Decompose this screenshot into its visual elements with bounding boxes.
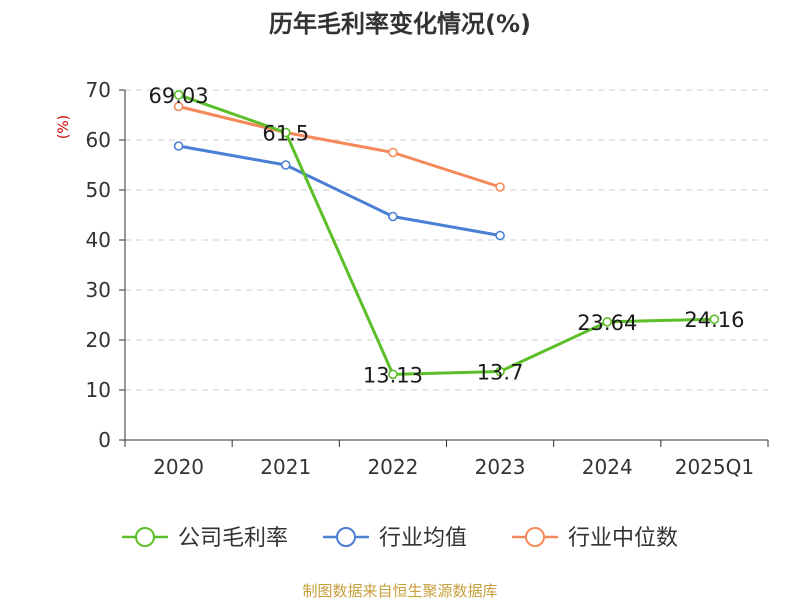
chart-title: 历年毛利率变化情况(%)	[269, 10, 531, 38]
data-label: 24.16	[684, 308, 744, 332]
legend-marker	[336, 527, 356, 547]
y-tick-label: 50	[86, 178, 111, 202]
series-line-1	[177, 144, 502, 237]
y-axis-label: (%)	[56, 115, 72, 139]
data-point	[173, 90, 184, 100]
data-point	[495, 182, 505, 192]
y-tick-label: 60	[86, 128, 111, 152]
data-point	[388, 211, 398, 222]
data-label: 23.64	[577, 311, 637, 335]
legend-marker	[525, 527, 545, 547]
series-line-0	[177, 93, 716, 376]
data-point	[388, 147, 398, 158]
y-tick-label: 70	[86, 78, 111, 102]
data-label: 13.13	[363, 363, 423, 387]
plot-area	[173, 90, 720, 380]
data-point	[709, 314, 720, 325]
data-point	[173, 101, 184, 112]
x-tick-label: 2021	[260, 455, 311, 479]
data-point	[280, 127, 291, 138]
y-tick-label: 40	[86, 228, 111, 252]
x-tick-label: 2020	[153, 455, 204, 479]
data-labels: 69.03 61.5 13.13 13.7 23.64 24.16	[149, 84, 745, 388]
x-tick-label: 2022	[367, 455, 418, 479]
legend-item-label: 公司毛利率	[178, 526, 288, 551]
y-tick-label: 10	[86, 378, 111, 402]
axes: 0 10 20 30 40 50 60 70 2020 2021 2022 2023 2024 2025Q…	[86, 78, 769, 479]
data-point	[602, 316, 613, 327]
data-label: 61.5	[262, 122, 309, 146]
source-note: 制图数据来自恒生聚源数据库	[302, 582, 497, 600]
x-tick-label: 2024	[582, 455, 633, 479]
y-tick-label: 0	[98, 428, 111, 452]
x-tick-label: 2023	[475, 455, 526, 479]
y-tick-label: 20	[86, 328, 111, 352]
series-line-2	[177, 105, 502, 189]
legend-item-label: 行业均值	[379, 526, 467, 551]
data-point	[495, 230, 505, 241]
data-label: 69.03	[149, 84, 209, 108]
data-point	[280, 160, 291, 170]
data-label: 13.7	[477, 361, 524, 385]
y-tick-label: 30	[86, 278, 111, 302]
x-tick-label: 2025Q1	[675, 455, 754, 479]
data-point	[388, 369, 398, 380]
grid	[125, 89, 768, 391]
legend-item-label: 行业中位数	[568, 526, 678, 551]
data-point	[173, 141, 184, 151]
legend: 公司毛利率 行业均值 行业中位数	[122, 526, 678, 551]
data-point	[495, 366, 505, 377]
legend-marker	[135, 527, 155, 547]
